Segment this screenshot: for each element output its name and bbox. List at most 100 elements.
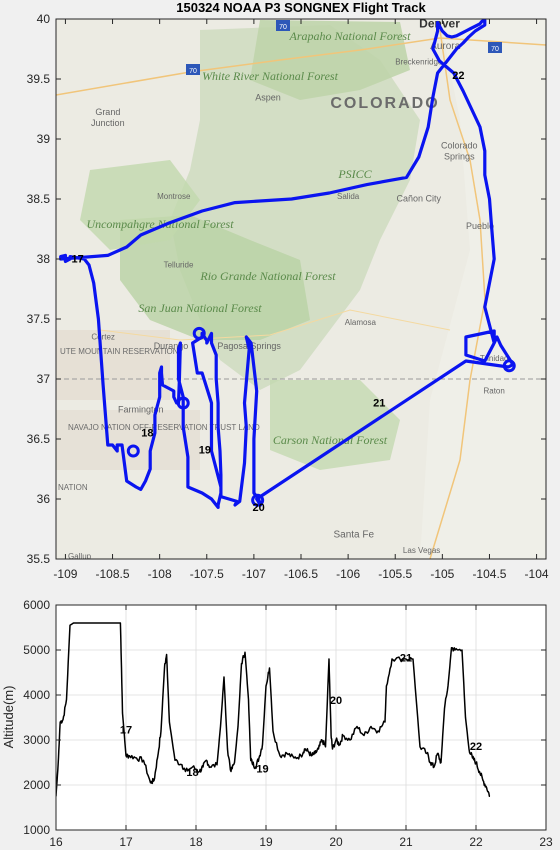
place-label: Durango xyxy=(154,341,189,351)
map-title: 150324 NOAA P3 SONGNEX Flight Track xyxy=(176,0,426,15)
map-ytick-label: 36.5 xyxy=(27,432,51,446)
map-axes: 150324 NOAA P3 SONGNEX Flight Track 70 xyxy=(27,0,549,581)
flight-track-layer xyxy=(59,19,516,509)
map-xtick-label: -105 xyxy=(430,567,454,581)
region-label-uncompahgre: Uncompahgre National Forest xyxy=(86,217,234,231)
altitude-ytick-label: 5000 xyxy=(23,643,50,657)
map-ytick-label: 39 xyxy=(37,132,51,146)
map-xtick-label: -106.5 xyxy=(284,567,318,581)
terrain-reservation xyxy=(56,330,170,400)
altitude-hour-label: 17 xyxy=(120,724,132,736)
basemap: 70 70 70 COLORADO Arapaho National Fores… xyxy=(56,19,546,561)
altitude-xtick-label: 16 xyxy=(49,835,63,849)
altitude-xtick-label: 18 xyxy=(189,835,203,849)
road-i70 xyxy=(56,37,546,96)
map-xtick-label: -104.5 xyxy=(472,567,506,581)
map-ytick-label: 40 xyxy=(37,12,51,26)
place-label: Montrose xyxy=(157,192,191,201)
place-label: Las Vegas xyxy=(403,546,440,555)
altitude-ytick-label: 6000 xyxy=(23,598,50,612)
terrain-navajo xyxy=(56,410,200,470)
terrain-forest-arapaho xyxy=(250,20,410,100)
place-label: Colorado Springs xyxy=(441,141,478,162)
place-label: Gallup xyxy=(68,552,92,561)
altitude-xtick-label: 17 xyxy=(119,835,133,849)
altitude-hour-label: 20 xyxy=(330,695,342,707)
place-label: Cañon City xyxy=(397,193,442,203)
terrain-plains-east xyxy=(420,20,546,559)
map-xtick-label: -104 xyxy=(525,567,549,581)
region-label-san-juan: San Juan National Forest xyxy=(138,301,262,315)
altitude-axes-background xyxy=(56,605,546,830)
terrain-forest-carson xyxy=(270,380,400,470)
place-label: Salida xyxy=(337,192,360,201)
map-hour-label: 22 xyxy=(452,70,464,82)
altitude-line xyxy=(56,622,491,798)
map-hour-label: 19 xyxy=(199,444,211,456)
region-label-colorado: COLORADO xyxy=(330,95,439,112)
place-label: Pueblo xyxy=(466,221,494,231)
altitude-axes: 17 18 19 20 21 22 16 17 18 19 20 21 22 23 1000 2000 300… xyxy=(1,598,553,849)
region-label-rio-grande: Rio Grande National Forest xyxy=(199,269,336,283)
map-xtick-label: -109 xyxy=(53,567,77,581)
place-label: Alamosa xyxy=(345,318,377,327)
region-label-navajo: NAVAJO NATION OFF-RESERVATION TRUST LAND xyxy=(68,423,260,432)
map-ytick-label: 36 xyxy=(37,492,51,506)
region-label-carson: Carson National Forest xyxy=(273,433,388,447)
place-label: Farmington xyxy=(118,405,164,415)
map-ticks: -109 -108.5 -108 -107.5 -107 -106.5 -106 -105.5… xyxy=(27,12,549,581)
map-hour-label: 20 xyxy=(252,502,264,514)
map-ytick-label: 37 xyxy=(37,372,51,386)
flight-track-loop xyxy=(251,493,265,507)
place-label: Aurora xyxy=(430,41,460,52)
altitude-ytick-label: 1000 xyxy=(23,823,50,837)
map-xtick-label: -106 xyxy=(336,567,360,581)
altitude-hour-label: 22 xyxy=(470,741,482,753)
altitude-ticks: 16 17 18 19 20 21 22 23 1000 2000 3000 4000 5000 6000 xyxy=(23,598,553,849)
place-label: Santa Fe xyxy=(333,529,374,540)
altitude-xtick-label: 20 xyxy=(329,835,343,849)
altitude-annotations: 17 18 19 20 21 22 xyxy=(120,652,482,779)
map-xtick-label: -107 xyxy=(242,567,266,581)
region-label-nation: NATION xyxy=(58,483,88,492)
altitude-ylabel: Altitude(m) xyxy=(1,686,16,749)
map-hour-label: 17 xyxy=(72,254,84,266)
flight-track-annotations: 17 18 19 20 21 22 xyxy=(72,70,465,514)
altitude-ytick-label: 2000 xyxy=(23,778,50,792)
highway-shield-i70-east: 70 xyxy=(488,42,502,53)
region-label-psicc: PSICC xyxy=(337,167,372,181)
map-ytick-label: 38.5 xyxy=(27,192,51,206)
altitude-series-layer xyxy=(56,622,491,798)
terrain-forest-sanjuan xyxy=(120,215,310,340)
place-label: Trinidad xyxy=(480,354,509,363)
flight-track-loop xyxy=(502,359,516,373)
region-label-ute-mountain: UTE MOUNTAIN RESERVATION xyxy=(60,347,179,356)
altitude-xtick-label: 22 xyxy=(469,835,483,849)
altitude-hour-label: 19 xyxy=(256,763,268,775)
map-xtick-label: -108 xyxy=(148,567,172,581)
region-label-arapaho: Arapaho National Forest xyxy=(289,29,412,43)
highway-shield-i70-west: 70 xyxy=(186,64,200,75)
map-xtick-label: -105.5 xyxy=(378,567,412,581)
map-ytick-label: 38 xyxy=(37,252,51,266)
altitude-hour-label: 18 xyxy=(186,767,198,779)
altitude-ytick-label: 3000 xyxy=(23,733,50,747)
place-label: Telluride xyxy=(164,260,194,269)
flight-track-loop xyxy=(192,326,206,340)
place-label: Aspen xyxy=(255,93,281,103)
place-label: Cortez xyxy=(91,332,115,341)
map-ytick-label: 37.5 xyxy=(27,312,51,326)
terrain-forest-uncompahgre xyxy=(80,160,200,250)
flight-track-loop xyxy=(126,444,140,458)
road-i25 xyxy=(429,29,486,559)
region-label-white-river: White River National Forest xyxy=(202,69,339,83)
map-ytick-label: 35.5 xyxy=(27,552,51,566)
highway-shield-i70-central: 70 xyxy=(276,20,290,31)
altitude-xtick-label: 21 xyxy=(399,835,413,849)
road-us160 xyxy=(99,309,451,341)
map-hour-label: 18 xyxy=(141,428,153,440)
flight-track-loop xyxy=(176,396,190,410)
place-label: Breckenridge xyxy=(395,58,443,67)
map-ytick-label: 39.5 xyxy=(27,72,51,86)
